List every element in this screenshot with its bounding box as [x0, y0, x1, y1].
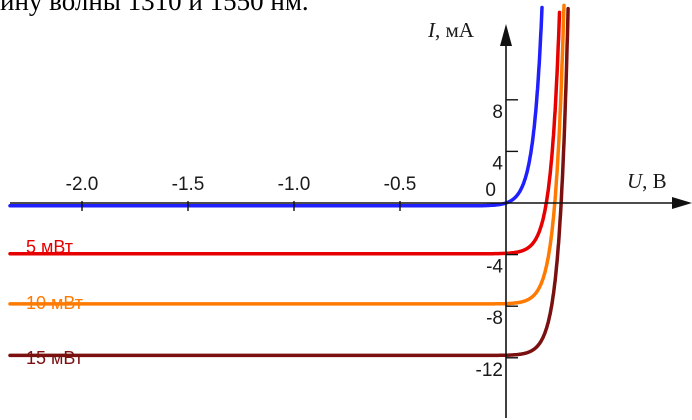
x-tick-marks [81, 201, 401, 211]
y-axis-label: I, мА [427, 18, 475, 42]
y-tick-label: -4 [486, 257, 503, 278]
series-line [8, 10, 562, 256]
series-line [8, 3, 566, 306]
series-line [8, 5, 544, 208]
x-tick-label: -2.0 [66, 174, 99, 195]
series-line [8, 6, 570, 358]
x-tick-label: -1.0 [278, 174, 311, 195]
series-labels: 5 мВт 10 мВт 15 мВт [26, 237, 83, 368]
curves-layer [8, 3, 570, 358]
header-text: ину волны 1310 и 1550 нм. [0, 0, 309, 16]
x-axis-symbol: U [627, 169, 644, 193]
series-label: 10 мВт [26, 293, 83, 313]
y-tick-label: 4 [492, 153, 503, 174]
y-tick-label: 8 [492, 102, 503, 123]
y-axis-arrow-icon [500, 24, 512, 46]
y-tick-marks [506, 99, 518, 359]
y-tick-label: -8 [486, 308, 503, 329]
series-label: 15 мВт [26, 348, 83, 368]
axes-layer [10, 24, 692, 418]
x-axis-unit: , В [642, 169, 667, 193]
y-axis-unit: , мА [435, 18, 475, 42]
x-tick-label: -1.5 [172, 174, 205, 195]
y-tick-label: -12 [476, 360, 503, 381]
x-tick-label: -0.5 [384, 174, 417, 195]
origin-label: 0 [485, 180, 496, 201]
series-label: 5 мВт [26, 237, 73, 257]
x-axis-label: U, В [627, 169, 667, 193]
y-axis-symbol: I [427, 18, 436, 42]
x-axis-arrow-icon [672, 197, 692, 209]
